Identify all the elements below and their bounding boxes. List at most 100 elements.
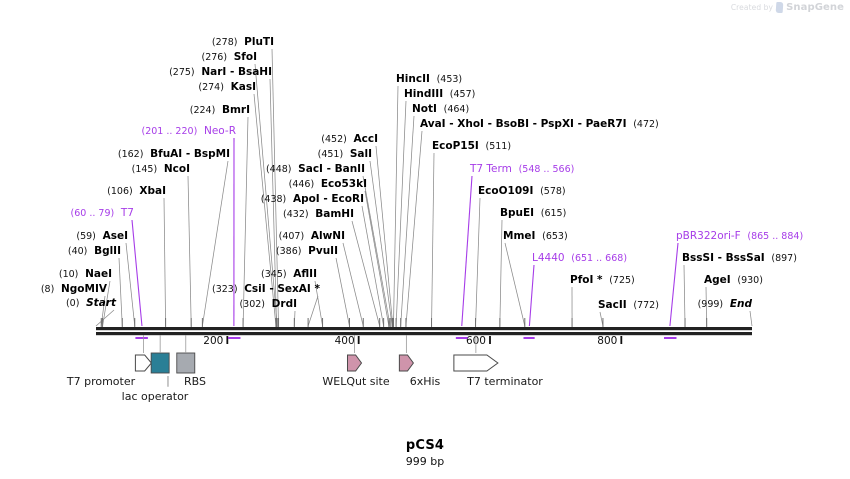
caption-divider: |: [166, 374, 170, 387]
ruler-tick: [357, 336, 360, 344]
annotation-leader-line: [351, 220, 381, 327]
enzyme-annotation-label: NotI (464): [412, 104, 469, 116]
annotation-leader-line: [669, 242, 679, 327]
feature-range-underline: [455, 337, 468, 339]
annotation-position: (407): [278, 231, 305, 242]
annotation-position: (999): [697, 299, 724, 310]
plasmid-size-label: 999 bp: [405, 455, 445, 468]
annotation-leader-line: [395, 100, 407, 327]
annotation-name: AgeI: [704, 274, 731, 286]
annotation-position: (897): [771, 253, 797, 264]
feature-range-underline: [227, 337, 241, 339]
feature-caption: T7 promoter: [66, 375, 136, 388]
annotation-position: (452): [321, 134, 347, 145]
annotation-leader-line: [163, 197, 166, 327]
annotation-leader-line: [102, 280, 111, 327]
annotation-position: (8): [40, 284, 55, 295]
annotation-position: (472): [633, 119, 659, 130]
enzyme-annotation-label: (386) PvuII: [275, 245, 338, 258]
enzyme-annotation-label: HincII (453): [396, 73, 463, 86]
ruler-tick-label: 800: [597, 335, 617, 347]
enzyme-annotation-label: (40) BglII: [67, 246, 121, 258]
annotation-leader-line: [187, 175, 192, 327]
enzyme-annotation-label: (323) CsiI - SexAI *: [211, 283, 320, 296]
annotation-label-layer: (0) Start (8) NgoMIV (10) NaeI (40) BglII (5…: [40, 37, 803, 312]
feature-caption: RBS: [184, 375, 206, 388]
annotation-name: BmrI: [221, 104, 250, 116]
annotation-position: (60 .. 79): [70, 208, 115, 219]
annotation-position: (386): [275, 246, 302, 257]
annotation-leader-line: [375, 145, 394, 327]
annotation-name: AlwNI: [310, 230, 345, 242]
feature-glyph-box: [176, 352, 196, 374]
annotation-leader-line: [499, 219, 503, 327]
annotation-position: (162): [117, 149, 144, 160]
annotation-name: NgoMIV: [61, 283, 107, 295]
annotation-leader-line: [100, 295, 106, 327]
feature-glyph-arrow: [134, 354, 153, 372]
annotation-name: DrdI: [271, 298, 297, 310]
enzyme-annotation-label: EcoO109I (578): [478, 186, 566, 198]
sequence-ruler: 200 400 600 800: [96, 318, 752, 347]
annotation-leader-line: [202, 160, 229, 327]
feature-caption: lac operator: [121, 390, 189, 403]
annotation-name: T7: [120, 207, 134, 219]
annotation-name: HincII: [396, 73, 430, 85]
feature-annotation-label: T7 Term (548 .. 566): [470, 164, 575, 176]
annotation-leader-line: [118, 257, 123, 327]
page-title: pCS4: [405, 438, 445, 453]
enzyme-annotation-label: SacII (772): [598, 300, 659, 312]
annotation-leader-line: [307, 295, 319, 327]
annotation-name: NaeI: [85, 268, 112, 280]
enzyme-annotation-label: BpuEI (615): [500, 208, 566, 220]
enzyme-annotation-label: (407) AlwNI: [278, 230, 345, 243]
annotation-leader-line: [369, 160, 393, 327]
annotation-name: EcoP15I: [432, 140, 479, 152]
annotation-position: (323): [211, 284, 238, 295]
ruler-tick: [489, 336, 491, 344]
feature-glyph-arrow: [398, 354, 414, 372]
annotation-position: (453): [436, 74, 463, 85]
watermark-created-label: Created by: [730, 3, 774, 12]
annotation-name: AseI: [102, 230, 128, 242]
annotation-name: SfoI: [233, 51, 257, 63]
annotation-position: (40): [67, 246, 88, 257]
backbone-top-strand: [96, 327, 752, 331]
ruler-tick: [226, 336, 229, 344]
enzyme-annotation-label: (448) SacI - BanII: [266, 164, 365, 176]
annotation-leader-line: [504, 242, 526, 327]
feature-caption: T7 terminator: [467, 375, 543, 388]
annotation-name: AvaI - XhoI - BsoBI - PspXI - PaeR7I: [420, 118, 627, 130]
annotation-position: (511): [485, 141, 512, 152]
enzyme-annotation-label: (302) DrdI: [239, 298, 297, 311]
feature-range-underline: [135, 337, 148, 339]
annotation-leader-line: [683, 264, 686, 327]
enzyme-annotation-label: (145) NcoI: [131, 164, 190, 176]
annotation-name: PvuII: [308, 245, 338, 257]
annotation-position: (438): [260, 194, 287, 205]
annotation-leader-line: [364, 190, 390, 327]
annotation-leader-line: [271, 48, 279, 327]
annotation-name: CsiI - SexAI *: [244, 283, 320, 295]
enzyme-annotation-label: BssSI - BssSaI (897): [682, 253, 797, 265]
annotation-position: (772): [633, 300, 659, 311]
enzyme-annotation-label: (0) Start: [66, 298, 116, 310]
annotation-position: (145): [131, 164, 158, 175]
annotation-position: (725): [609, 275, 635, 286]
annotation-name: MmeI: [503, 230, 536, 242]
enzyme-annotation-label: PfoI * (725): [570, 275, 635, 287]
feature-glyph-layer: [134, 335, 499, 374]
enzyme-annotation-label: (278) PluTI: [212, 37, 274, 49]
annotation-position: (201 .. 220): [141, 126, 198, 137]
watermark-brand-label: SnapGene: [786, 2, 844, 13]
annotation-leader-line: [393, 85, 399, 327]
annotation-position: (457): [449, 89, 476, 100]
enzyme-annotation-label: HindIII (457): [404, 89, 476, 101]
enzyme-annotation-label: (162) BfuAI - BspMI: [117, 149, 230, 161]
annotation-position: (548 .. 566): [518, 164, 575, 175]
annotation-position: (274): [198, 82, 224, 93]
annotation-leader-line: [749, 310, 753, 327]
enzyme-annotation-label: (999) End: [697, 299, 752, 311]
annotation-leader-line: [362, 175, 391, 327]
